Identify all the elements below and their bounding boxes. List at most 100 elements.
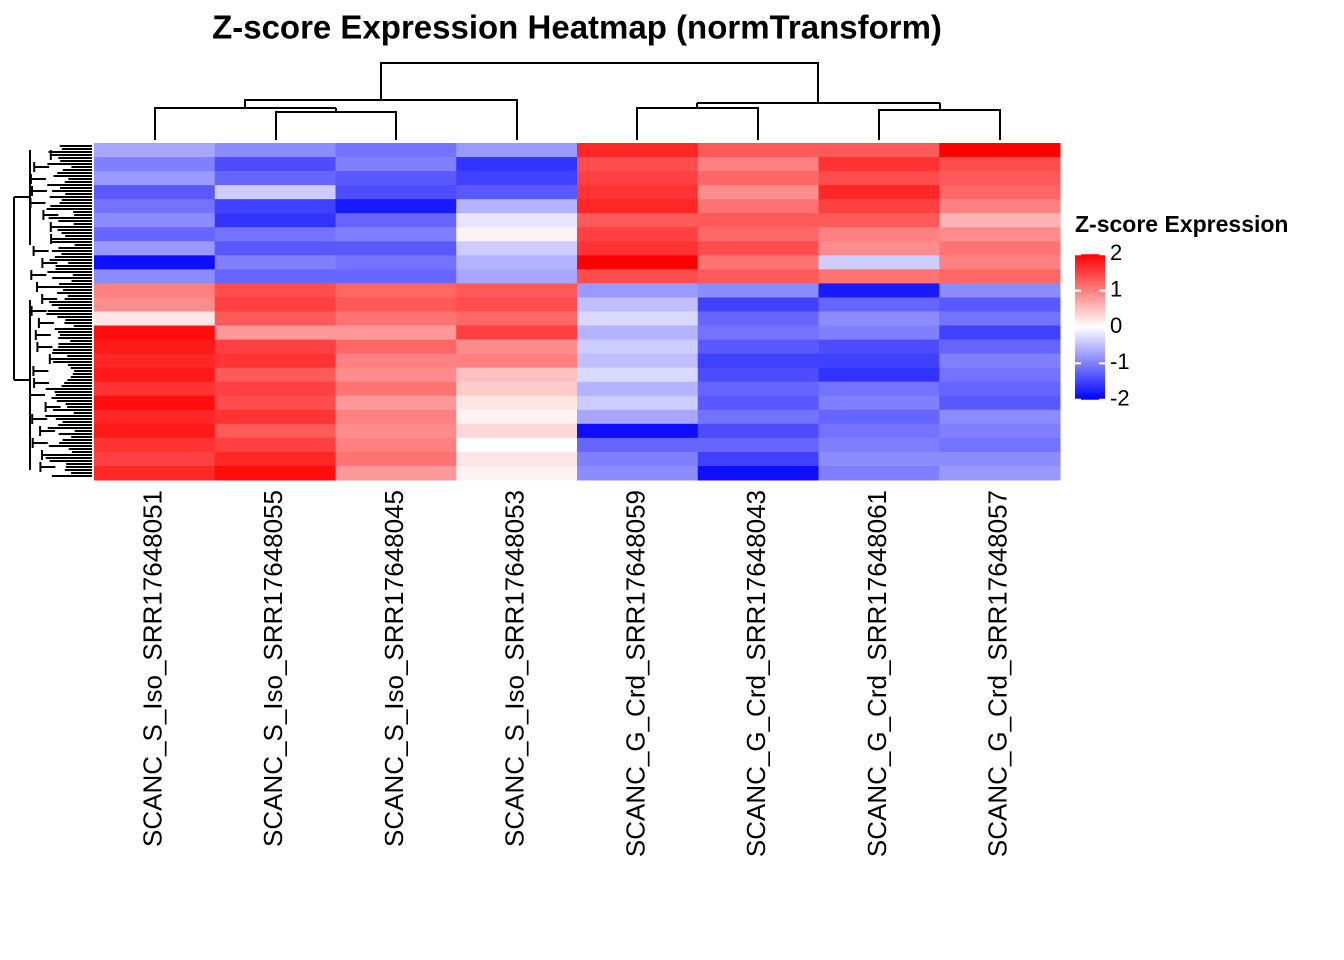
heatmap-cell [818,199,940,214]
heatmap-cell [456,339,578,355]
heatmap-cell [939,325,1061,341]
heatmap-cell [335,157,457,172]
heatmap-cells [94,143,1061,481]
colorbar-tick-label: 0 [1110,313,1122,338]
heatmap-cell [94,423,216,439]
heatmap-cell [818,297,940,312]
heatmap-cell [577,339,699,355]
heatmap-cell [214,311,336,327]
heatmap-cell [456,423,578,439]
heatmap-cell [818,367,940,383]
heatmap-cell [94,227,216,242]
heatmap-cell [939,367,1061,383]
heatmap-cell [939,143,1061,158]
heatmap-cell [94,297,216,312]
heatmap-cell [577,311,699,327]
heatmap-cell [335,381,457,397]
heatmap-cell [577,255,699,270]
heatmap-cell [697,185,819,200]
heatmap-cell [456,381,578,397]
heatmap-cell [94,269,216,284]
column-label: SCANC_S_Iso_SRR17648055 [258,490,288,847]
heatmap-cell [818,157,940,172]
heatmap-cell [697,311,819,327]
heatmap-cell [577,283,699,298]
colorbar-tick-label: 2 [1110,240,1122,265]
heatmap-cell [214,367,336,383]
heatmap-cell [697,213,819,228]
heatmap-cell [697,465,819,481]
heatmap-cell [697,451,819,467]
heatmap-cell [818,451,940,467]
heatmap-cell [577,199,699,214]
heatmap-cell [335,311,457,327]
colorbar-tick-label: 1 [1110,276,1122,301]
heatmap-cell [94,353,216,369]
heatmap-cell [456,367,578,383]
heatmap-cell [818,227,940,242]
heatmap-cell [335,185,457,200]
heatmap-cell [456,269,578,284]
heatmap-cell [335,143,457,158]
heatmap-cell [335,269,457,284]
heatmap-cell [818,241,940,256]
heatmap-cell [456,241,578,256]
column-label: SCANC_G_Crd_SRR17648061 [862,490,892,857]
heatmap-cell [697,409,819,425]
heatmap-cell [456,255,578,270]
column-label: SCANC_G_Crd_SRR17648043 [741,490,771,857]
heatmap-cell [939,185,1061,200]
heatmap-cell [697,199,819,214]
heatmap-cell [697,171,819,186]
heatmap-cell [94,311,216,327]
heatmap-cell [697,353,819,369]
heatmap-cell [456,451,578,467]
heatmap-cell [697,227,819,242]
heatmap-cell [818,423,940,439]
legend-title: Z-score Expression [1075,211,1288,237]
heatmap-cell [335,395,457,411]
heatmap-cell [214,297,336,312]
heatmap-cell [939,423,1061,439]
heatmap-cell [94,199,216,214]
heatmap-cell [577,395,699,411]
heatmap-cell [214,241,336,256]
heatmap-cell [214,409,336,425]
heatmap-cell [94,185,216,200]
heatmap-cell [214,269,336,284]
heatmap-cell [697,241,819,256]
heatmap-cell [697,339,819,355]
heatmap-cell [939,311,1061,327]
column-label: SCANC_S_Iso_SRR17648045 [379,490,409,847]
heatmap-cell [697,157,819,172]
heatmap-cell [577,157,699,172]
heatmap-cell [335,283,457,298]
heatmap-cell [939,255,1061,270]
heatmap-cell [577,227,699,242]
column-dendrogram [154,62,1001,140]
heatmap-cell [456,213,578,228]
heatmap-cell [335,213,457,228]
heatmap-cell [577,241,699,256]
heatmap-cell [94,367,216,383]
heatmap-cell [94,241,216,256]
column-label: SCANC_S_Iso_SRR17648053 [500,490,530,847]
heatmap-cell [214,185,336,200]
heatmap-cell [214,465,336,481]
heatmap-cell [697,297,819,312]
heatmap-cell [456,437,578,453]
heatmap-cell [577,171,699,186]
heatmap-cell [335,353,457,369]
heatmap-cell [214,423,336,439]
heatmap-cell [456,311,578,327]
heatmap-cell [697,269,819,284]
heatmap-cell [94,157,216,172]
heatmap-cell [577,185,699,200]
heatmap-cell [818,255,940,270]
heatmap-cell [94,395,216,411]
heatmap-cell [94,465,216,481]
heatmap-cell [818,409,940,425]
heatmap-cell [818,185,940,200]
heatmap-cell [456,227,578,242]
heatmap-cell [577,451,699,467]
